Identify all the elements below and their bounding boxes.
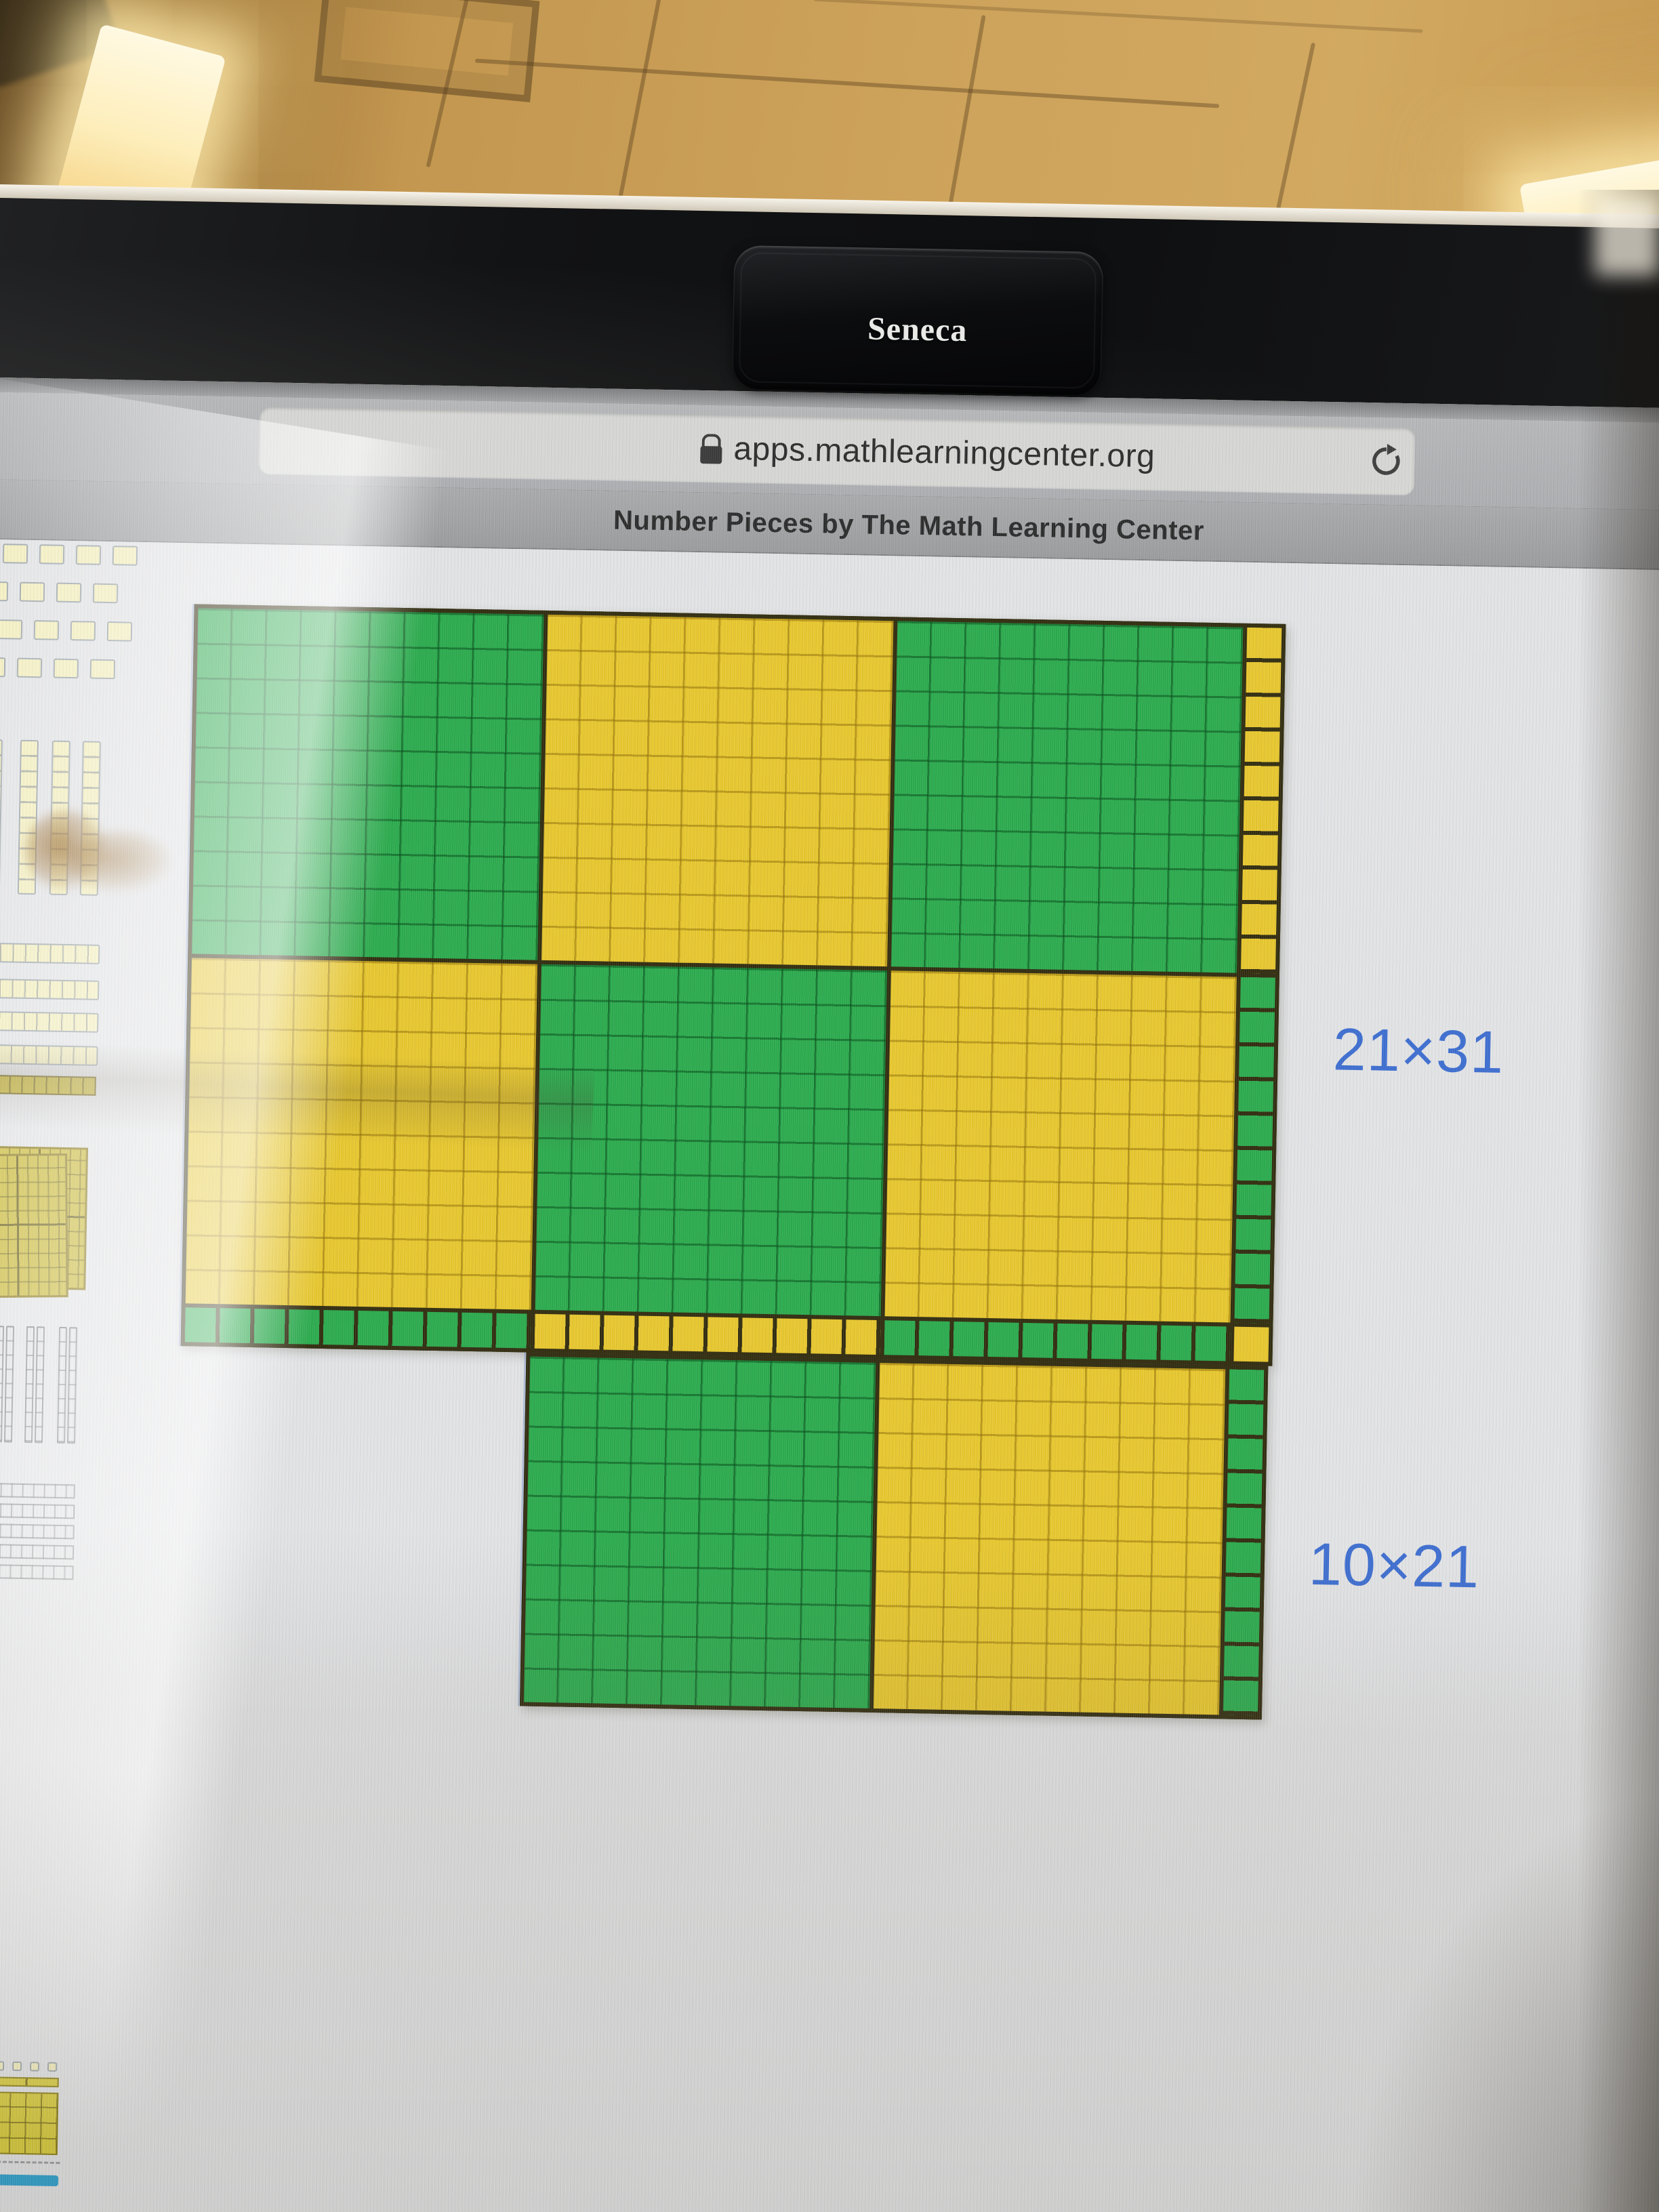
url-text: apps.mathlearningcenter.org — [733, 430, 1155, 475]
webcam-cover-brand: Seneca — [867, 310, 968, 348]
tray-tens-strip[interactable] — [0, 978, 100, 1000]
tray-ones-unit[interactable] — [16, 657, 43, 678]
piece-vstrip-yellow[interactable] — [1240, 627, 1282, 974]
laptop: Seneca apps.mathlearningcenter.org — [0, 184, 1659, 2212]
tray-outline-rod[interactable] — [34, 1326, 45, 1443]
ceiling-beam — [1270, 42, 1316, 236]
reload-icon[interactable] — [1366, 442, 1404, 480]
screen-bezel: Seneca — [0, 197, 1659, 409]
webcam-cover: Seneca — [731, 245, 1104, 396]
piece-hstrip-green[interactable] — [184, 1307, 531, 1349]
tray-outline-rod[interactable] — [66, 1327, 78, 1444]
ceiling-beam — [474, 58, 1220, 108]
tray-ones-unit[interactable] — [2, 544, 28, 564]
tray-ones-unit[interactable] — [39, 544, 65, 565]
tray-ones-unit[interactable] — [75, 545, 102, 565]
tray-outline-strip[interactable] — [0, 1502, 75, 1519]
tray-outline-strip[interactable] — [0, 1482, 75, 1499]
tray-ones-unit[interactable] — [56, 582, 82, 603]
shadow-overlay — [0, 1521, 1659, 2212]
tray-ones-unit[interactable] — [0, 657, 6, 678]
tray-ones-unit[interactable] — [112, 546, 138, 566]
browser-toolbar: apps.mathlearningcenter.org — [0, 392, 1659, 512]
tray-ones-unit[interactable] — [0, 581, 9, 602]
ceiling-vent — [314, 0, 540, 102]
piece-hundred-yellow[interactable] — [541, 614, 894, 967]
ceiling-beam — [813, 0, 1423, 33]
browser-window: apps.mathlearningcenter.org Number Piece… — [0, 369, 1659, 2212]
piece-hundred-green[interactable] — [891, 621, 1244, 973]
app-canvas[interactable]: 21×31 10×21 — [0, 539, 1659, 2212]
tray-hundreds-mat[interactable] — [0, 1153, 68, 1298]
tray-outline-rod[interactable] — [0, 1326, 5, 1443]
piece-hstrip-yellow[interactable] — [534, 1313, 881, 1355]
tray-ones-unit[interactable] — [53, 658, 79, 679]
tray-ones-unit[interactable] — [33, 620, 60, 640]
tray-tens-rod[interactable] — [0, 739, 3, 895]
page-title: Number Pieces by The Math Learning Cente… — [613, 505, 1205, 546]
tray-outline-rod[interactable] — [3, 1326, 15, 1443]
tray-tens-strip[interactable] — [0, 942, 100, 964]
tray-ones-unit[interactable] — [106, 621, 133, 642]
tray-ones-unit[interactable] — [89, 659, 116, 680]
tray-outline-rod[interactable] — [24, 1326, 35, 1443]
tray-outline-rod[interactable] — [56, 1326, 68, 1444]
tray-ones-unit[interactable] — [0, 619, 23, 640]
bezel-glint — [1595, 198, 1659, 276]
arrangement-21x31[interactable] — [180, 604, 1286, 1366]
piece-hstrip-green[interactable] — [884, 1320, 1231, 1361]
padlock-icon — [699, 433, 723, 464]
tray-ones-unit[interactable] — [92, 583, 119, 604]
piece-unit-yellow[interactable] — [1233, 1326, 1269, 1362]
piece-hundred-yellow[interactable] — [884, 970, 1237, 1323]
tray-ones-unit[interactable] — [19, 581, 45, 602]
label-21x31: 21×31 — [1332, 1015, 1504, 1086]
address-bar[interactable]: apps.mathlearningcenter.org — [258, 407, 1416, 495]
tray-ones-unit[interactable] — [70, 621, 96, 641]
piece-vstrip-green[interactable] — [1234, 977, 1275, 1324]
piece-hundred-green[interactable] — [192, 608, 544, 960]
tray-tens-strip[interactable] — [0, 1010, 99, 1033]
